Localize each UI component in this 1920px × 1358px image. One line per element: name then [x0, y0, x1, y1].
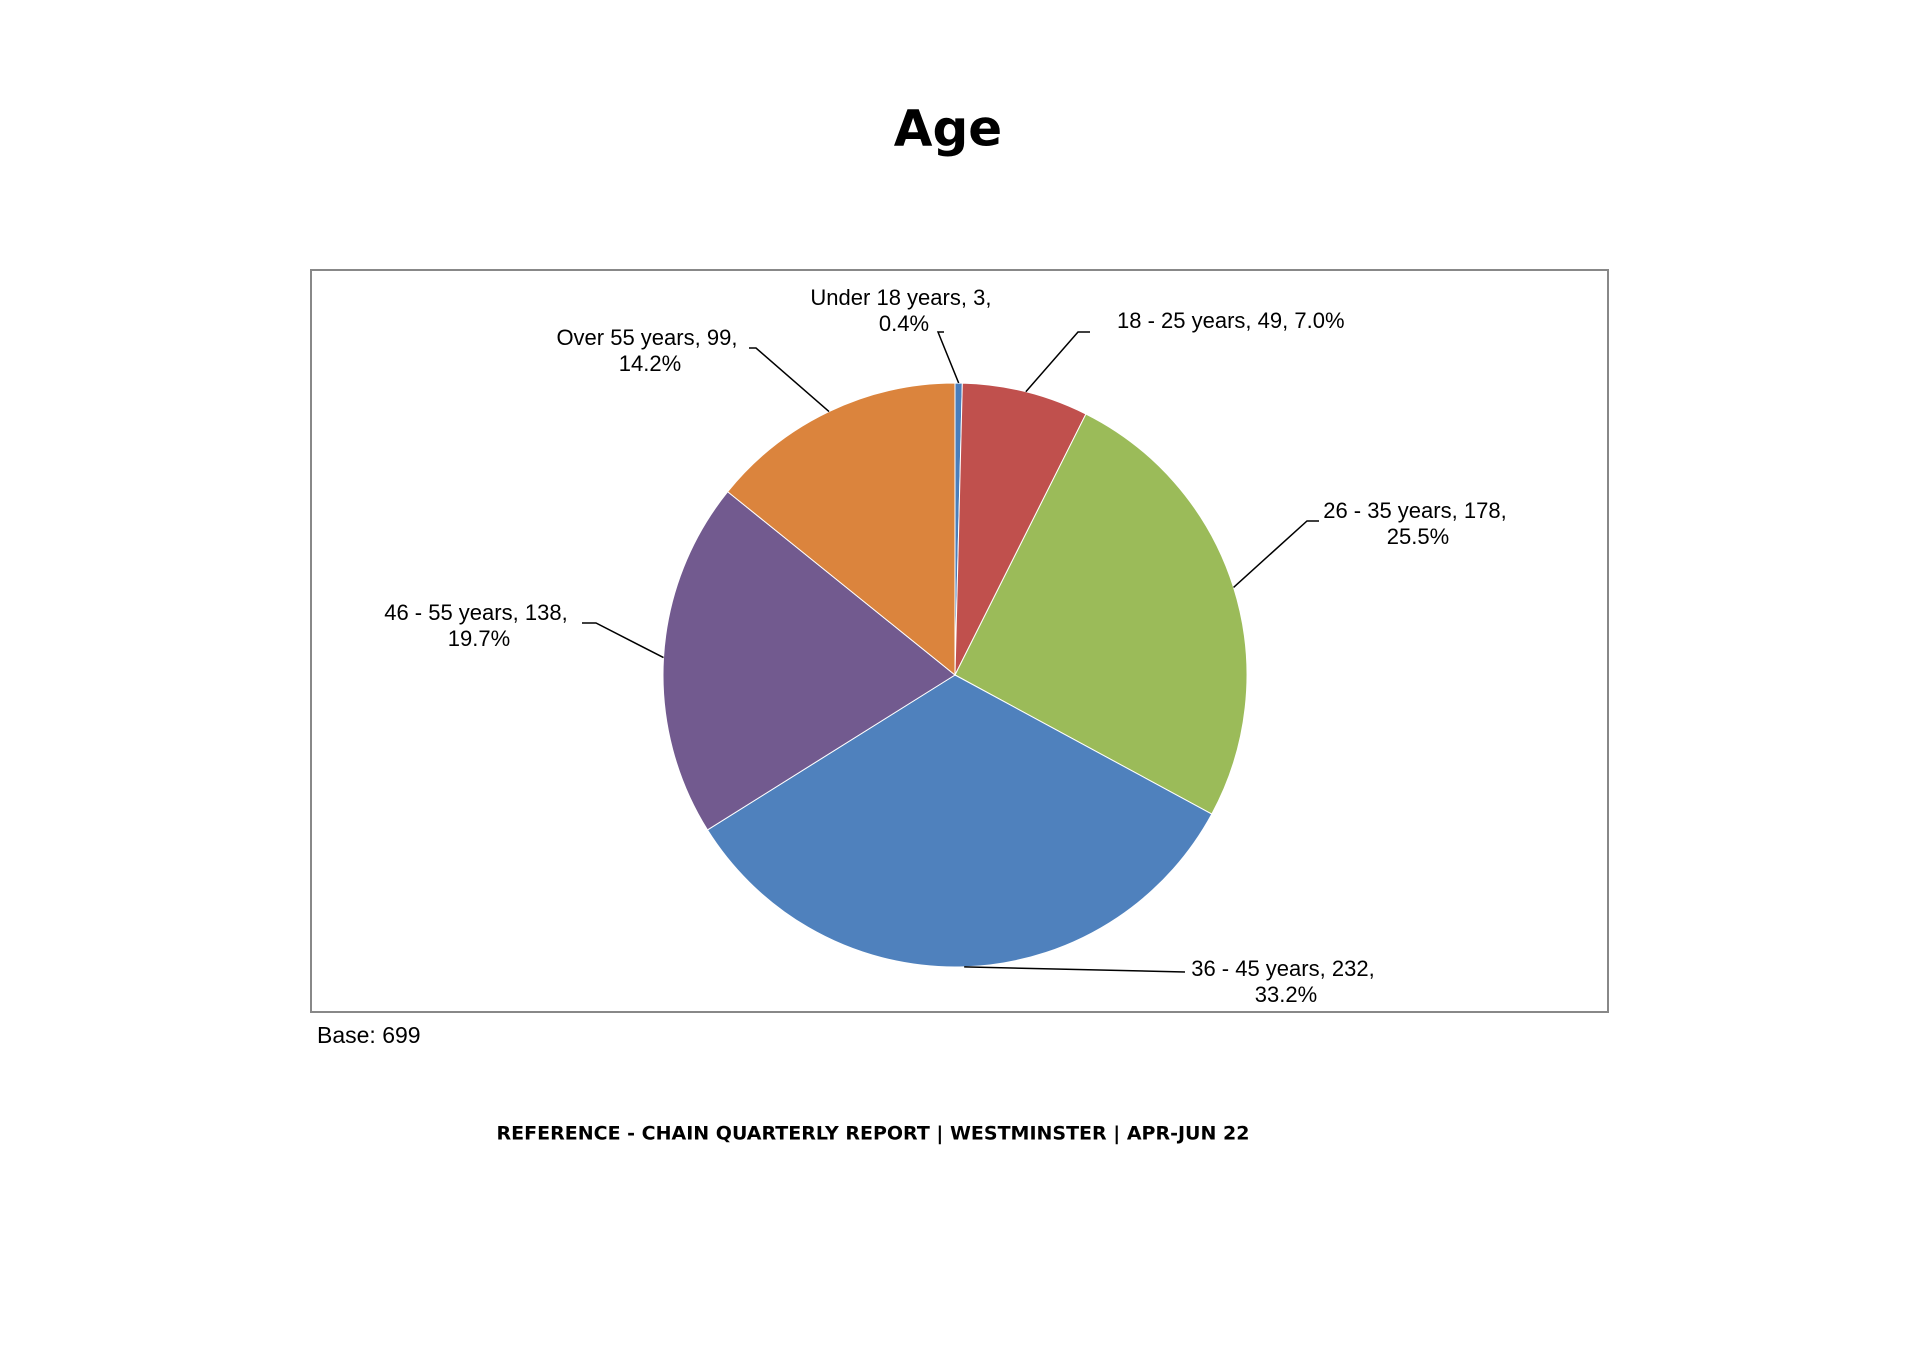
data-label-part: , [695, 325, 707, 350]
data-label-part: 46 - 55 years [384, 600, 512, 625]
data-label-part: 3 [973, 285, 985, 310]
chart-title: Age [894, 100, 1002, 158]
data-label-part: Under 18 years [810, 285, 960, 310]
leader-line [582, 622, 664, 659]
data-label-part: 33.2% [1255, 982, 1317, 1007]
data-label-part: 178 [1464, 498, 1501, 523]
data-label-part: 0.4% [879, 311, 929, 336]
data-label-part: , [731, 325, 743, 350]
pie-slice [726, 382, 956, 677]
leader-line [936, 331, 960, 384]
data-label: 36 - 45 years, 232, 33.2% [1191, 956, 1381, 1007]
pie-slice [706, 674, 1213, 968]
data-label-part: , [1452, 498, 1464, 523]
leader-line [749, 347, 830, 413]
data-label-part: Over 55 years [556, 325, 694, 350]
data-label-part: , [1282, 308, 1294, 333]
leader-line [1233, 520, 1319, 588]
data-label-part: 26 - 35 years [1323, 498, 1451, 523]
data-label-part: , [562, 600, 574, 625]
data-label: 26 - 35 years, 178, 25.5% [1323, 498, 1513, 549]
data-label-part: 138 [525, 600, 562, 625]
data-label-part: , [1245, 308, 1257, 333]
data-label-part: 7.0% [1294, 308, 1344, 333]
data-label-part: , [1369, 956, 1381, 981]
data-label-part: 49 [1258, 308, 1282, 333]
data-label-part: 25.5% [1387, 524, 1449, 549]
base-note: Base: 699 [317, 1022, 421, 1048]
data-label-part: 36 - 45 years [1191, 956, 1319, 981]
plot-frame [310, 269, 1609, 1013]
data-label-part: , [985, 285, 997, 310]
data-label-part: 18 - 25 years [1117, 308, 1245, 333]
data-label: 46 - 55 years, 138, 19.7% [384, 600, 574, 651]
data-label-part: , [961, 285, 973, 310]
data-label: Over 55 years, 99, 14.2% [556, 325, 743, 376]
data-label-part: 232 [1332, 956, 1369, 981]
data-label: Under 18 years, 3, 0.4% [810, 285, 997, 336]
leader-line [1025, 331, 1090, 393]
leader-line [964, 966, 1186, 973]
data-label-part: , [513, 600, 525, 625]
data-label-part: 14.2% [619, 351, 681, 376]
data-label: 18 - 25 years, 49, 7.0% [1117, 308, 1345, 333]
data-label-part: 19.7% [448, 626, 510, 651]
data-label-part: , [1320, 956, 1332, 981]
data-label-part: 99 [707, 325, 731, 350]
footer: REFERENCE - CHAIN QUARTERLY REPORT | WES… [497, 1123, 1250, 1145]
data-label-part: , [1501, 498, 1513, 523]
